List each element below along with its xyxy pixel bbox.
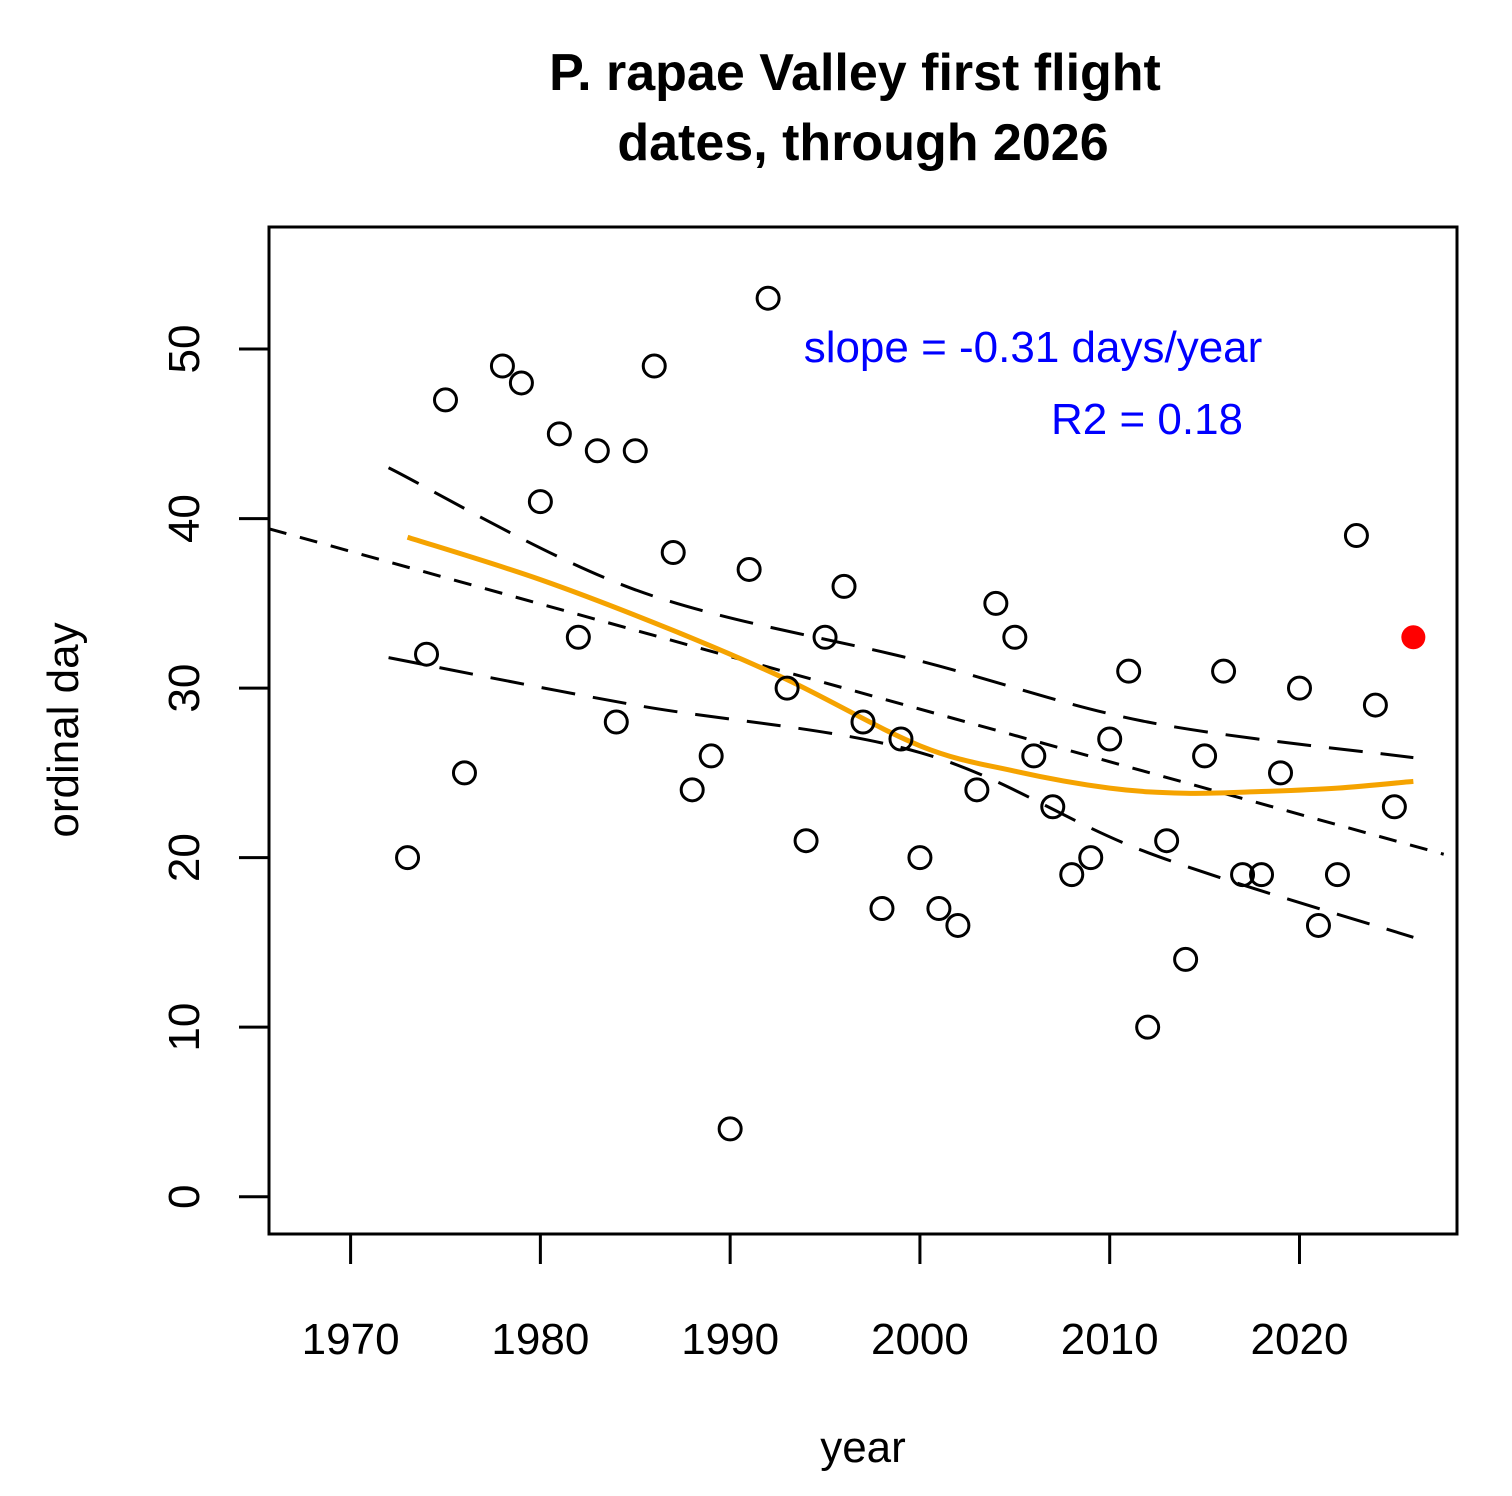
data-point — [508, 370, 534, 396]
data-point — [831, 573, 857, 599]
data-point — [964, 777, 990, 803]
y-tick-label: 20 — [160, 833, 209, 882]
data-point — [983, 590, 1009, 616]
confidence-upper-line — [387, 466, 1414, 760]
data-point — [736, 556, 762, 582]
data-point — [1362, 692, 1388, 718]
confidence-lower-line — [388, 656, 1414, 939]
data-point — [1135, 1014, 1161, 1040]
x-tick-label: 2010 — [1061, 1315, 1159, 1364]
x-tick-label: 1970 — [302, 1315, 400, 1364]
data-point — [1078, 845, 1104, 871]
y-axis: 0 10 20 30 40 50 — [160, 325, 269, 1209]
data-point — [584, 438, 610, 464]
data-point — [641, 353, 667, 379]
loess-curve — [406, 534, 1414, 796]
data-point — [1305, 912, 1331, 938]
data-point — [717, 1116, 743, 1142]
y-tick-label: 30 — [160, 664, 209, 713]
data-point — [451, 760, 477, 786]
data-point — [1211, 658, 1237, 684]
x-axis: 1970 1980 1990 2000 2010 2020 — [302, 1234, 1349, 1364]
data-point — [869, 896, 895, 922]
x-tick-label: 1980 — [491, 1315, 589, 1364]
data-point — [1097, 726, 1123, 752]
data-point — [432, 387, 458, 413]
x-tick-label: 2020 — [1251, 1315, 1349, 1364]
data-point — [527, 489, 553, 515]
data-point — [774, 675, 800, 701]
data-point — [622, 438, 648, 464]
slope-annotation: slope = -0.31 days/year — [804, 323, 1263, 372]
data-point — [1116, 658, 1142, 684]
chart-title-line-1: P. rapae Valley first flight — [549, 44, 1161, 102]
y-axis-label: ordinal day — [39, 622, 88, 837]
data-point — [603, 709, 629, 735]
data-point — [1059, 862, 1085, 888]
data-point — [1343, 523, 1369, 549]
data-point — [489, 353, 515, 379]
data-point — [793, 828, 819, 854]
data-point — [1154, 828, 1180, 854]
y-tick-label: 50 — [160, 325, 209, 374]
data-point — [546, 421, 572, 447]
data-point — [755, 285, 781, 311]
data-point — [1286, 675, 1312, 701]
fit-lines — [269, 466, 1445, 939]
data-point — [660, 539, 686, 565]
data-point — [1040, 794, 1066, 820]
chart-title-line-2: dates, through 2026 — [617, 114, 1108, 172]
x-tick-label: 2000 — [871, 1315, 969, 1364]
data-point — [926, 896, 952, 922]
data-point — [907, 845, 933, 871]
data-point — [1381, 794, 1407, 820]
data-point — [1002, 624, 1028, 650]
data-point — [395, 845, 421, 871]
plot-frame — [267, 225, 1459, 1236]
y-tick-label: 10 — [160, 1003, 209, 1052]
data-point — [698, 743, 724, 769]
data-point — [1268, 760, 1294, 786]
data-point — [850, 709, 876, 735]
regression-line — [269, 527, 1445, 856]
data-point — [1324, 862, 1350, 888]
r2-annotation: R2 = 0.18 — [1051, 395, 1243, 444]
x-tick-label: 1990 — [681, 1315, 779, 1364]
y-tick-label: 40 — [160, 494, 209, 543]
y-tick-label: 0 — [160, 1184, 209, 1208]
data-point — [679, 777, 705, 803]
data-point — [888, 726, 914, 752]
data-point — [812, 624, 838, 650]
data-point — [1249, 862, 1275, 888]
data-point — [1230, 862, 1256, 888]
data-point — [414, 641, 440, 667]
data-point — [1173, 946, 1199, 972]
highlight-point-2026 — [1401, 625, 1426, 650]
data-point — [565, 624, 591, 650]
data-point — [1192, 743, 1218, 769]
data-points — [395, 285, 1426, 1142]
data-point — [1021, 743, 1047, 769]
data-point — [945, 912, 971, 938]
x-axis-label: year — [820, 1423, 906, 1472]
